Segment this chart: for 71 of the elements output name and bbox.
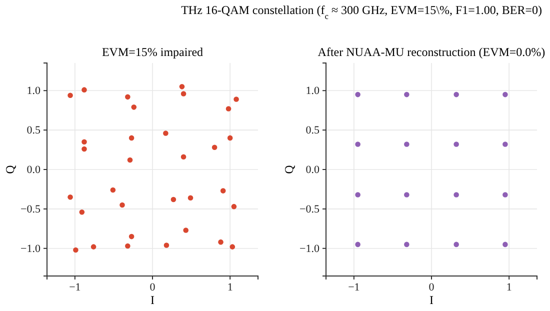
y-tick-label: 0.0 <box>306 164 320 176</box>
point <box>131 104 137 110</box>
y-tick-label: −0.5 <box>300 203 320 216</box>
point <box>183 228 189 233</box>
x-tick-label: 0 <box>150 281 156 294</box>
y-tick-label: −1.0 <box>300 242 320 255</box>
x-tick-label: 0 <box>428 281 435 294</box>
x-tick-label: 1 <box>227 281 233 294</box>
point <box>355 142 360 147</box>
chart-title: After NUAA-MU reconstruction (EVM=0.0%) <box>318 45 546 59</box>
x-tick-label: −1 <box>348 281 360 294</box>
point <box>355 92 360 98</box>
point <box>502 92 508 98</box>
point <box>110 187 116 193</box>
point <box>90 244 96 250</box>
y-axis-title: Q <box>282 164 296 174</box>
point <box>454 142 459 147</box>
point <box>230 244 236 250</box>
y-axis-title: Q <box>3 164 17 174</box>
point <box>502 142 508 147</box>
point <box>218 239 224 245</box>
x-tick-label: 1 <box>506 281 512 294</box>
chart-title: EVM=15% impaired <box>102 45 204 59</box>
point <box>502 192 508 198</box>
point <box>454 92 459 98</box>
point <box>180 91 186 96</box>
y-tick-label: 0.5 <box>26 124 41 137</box>
point <box>125 243 130 249</box>
x-axis-title: I <box>430 293 434 307</box>
point <box>68 92 73 98</box>
point <box>212 144 218 150</box>
y-tick-label: −0.5 <box>20 203 41 216</box>
point <box>127 157 133 163</box>
x-tick-label: −1 <box>69 281 81 294</box>
point <box>227 135 233 141</box>
point <box>226 106 232 112</box>
x-axis-title: I <box>150 293 154 307</box>
point <box>355 242 360 248</box>
y-tick-label: 1.0 <box>306 85 320 98</box>
point <box>82 139 87 145</box>
point <box>188 195 194 201</box>
point <box>404 242 410 248</box>
point <box>68 194 73 200</box>
point <box>82 87 87 92</box>
point <box>73 247 78 253</box>
point <box>79 209 85 215</box>
point <box>220 188 226 194</box>
point <box>82 146 87 152</box>
point <box>125 94 130 100</box>
point <box>454 192 459 198</box>
y-tick-label: 0.5 <box>306 124 320 137</box>
point <box>170 196 176 202</box>
point <box>454 242 459 248</box>
point <box>231 204 237 210</box>
point <box>128 135 134 141</box>
point <box>120 202 125 208</box>
text: THz 16-QAM constellation (f$_{c}$ ≈ 300 GHz, EVM=15\%, F1=1.00, BER=0) <box>181 3 542 20</box>
point <box>234 96 239 102</box>
point <box>180 154 186 160</box>
point <box>179 84 185 90</box>
point <box>404 92 410 98</box>
point <box>163 130 168 136</box>
point <box>355 192 360 198</box>
y-tick-label: 0.0 <box>26 164 41 176</box>
y-tick-label: −1.0 <box>20 242 41 255</box>
point <box>164 242 170 248</box>
point <box>128 234 134 240</box>
y-tick-label: 1.0 <box>26 85 41 98</box>
point <box>404 192 410 198</box>
point <box>404 142 410 147</box>
point <box>502 242 508 248</box>
